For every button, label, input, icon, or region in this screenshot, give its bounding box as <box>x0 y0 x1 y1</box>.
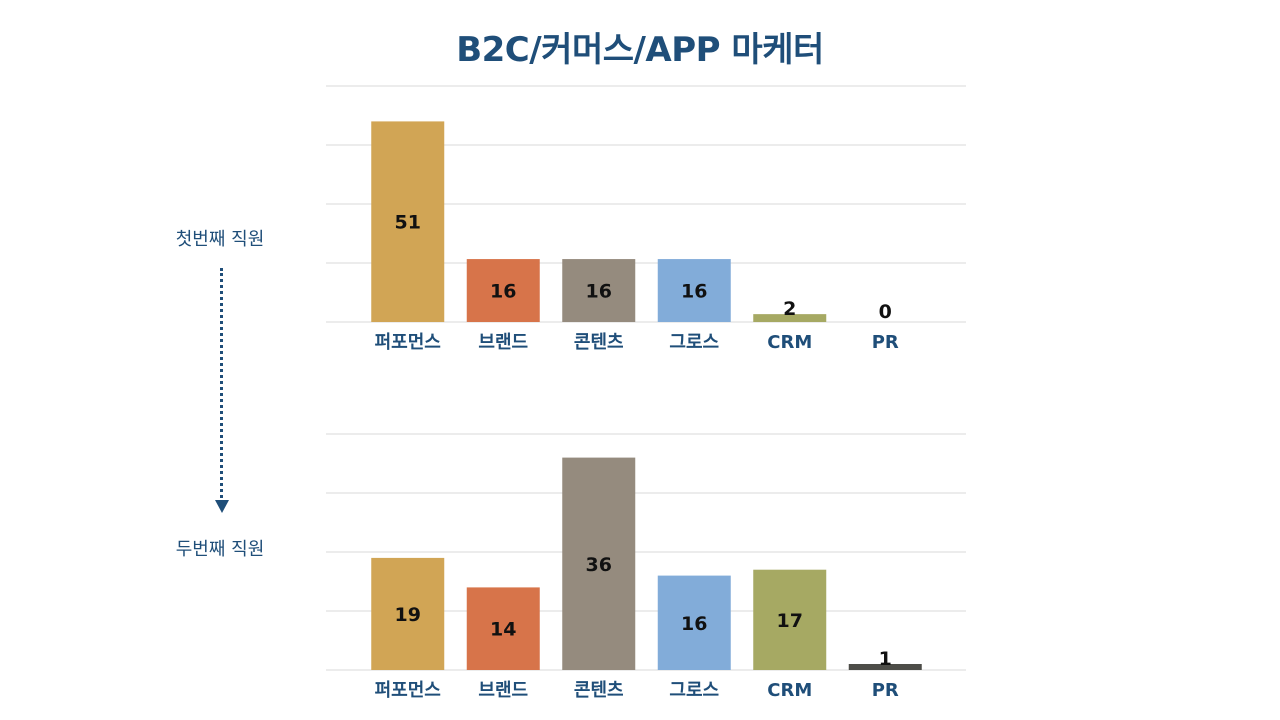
bar-value-label: 19 <box>395 604 421 626</box>
first-employee-label: 첫번째 직원 <box>175 229 265 250</box>
bar-3 <box>562 259 636 322</box>
bar-value-label: 16 <box>490 281 516 303</box>
category-label: PR <box>872 332 899 353</box>
bar-4 <box>657 259 731 322</box>
arrow-down-icon <box>215 500 229 513</box>
bar-value-label: 17 <box>777 610 803 632</box>
category-label: CRM <box>767 332 812 353</box>
bar-value-label: 16 <box>681 281 707 303</box>
bar-2 <box>466 587 540 670</box>
bar-value-label: 1 <box>879 648 892 670</box>
bar-value-label: 51 <box>395 212 421 234</box>
category-label: 브랜드 <box>478 332 528 353</box>
category-label: 퍼포먼스 <box>375 332 441 353</box>
category-label: 콘텐츠 <box>574 680 624 701</box>
bar-value-label: 2 <box>783 298 796 320</box>
bar-value-label: 36 <box>586 554 612 576</box>
bar-3 <box>562 457 636 670</box>
second-employee-label: 두번째 직원 <box>175 539 265 560</box>
bar-1 <box>371 121 445 323</box>
category-label: 그로스 <box>669 332 719 353</box>
bar-1 <box>371 557 445 670</box>
bar-value-label: 16 <box>681 613 707 635</box>
category-label: CRM <box>767 680 812 701</box>
bar-4 <box>657 575 731 670</box>
bar-5 <box>753 569 827 670</box>
category-label: 퍼포먼스 <box>375 680 441 701</box>
bar-value-label: 0 <box>879 301 892 323</box>
bar-5 <box>753 314 827 322</box>
category-label: PR <box>872 680 899 701</box>
dotted-arrow-line <box>220 268 223 498</box>
bar-2 <box>466 259 540 322</box>
second-employee-bar-chart: 19 퍼포먼스 14 브랜드 36 콘텐츠 16 그로스 17 CRM 1 PR <box>326 433 966 701</box>
category-label: 그로스 <box>669 680 719 701</box>
page-title: B2C/커머스/APP 마케터 <box>456 30 824 70</box>
first-employee-bar-chart: 51 퍼포먼스 16 브랜드 16 콘텐츠 16 그로스 2 CRM 0 PR <box>326 85 966 353</box>
bar-value-label: 16 <box>586 281 612 303</box>
bar-6 <box>848 664 922 670</box>
category-label: 콘텐츠 <box>574 332 624 353</box>
category-label: 브랜드 <box>478 680 528 701</box>
bar-value-label: 14 <box>490 619 516 641</box>
